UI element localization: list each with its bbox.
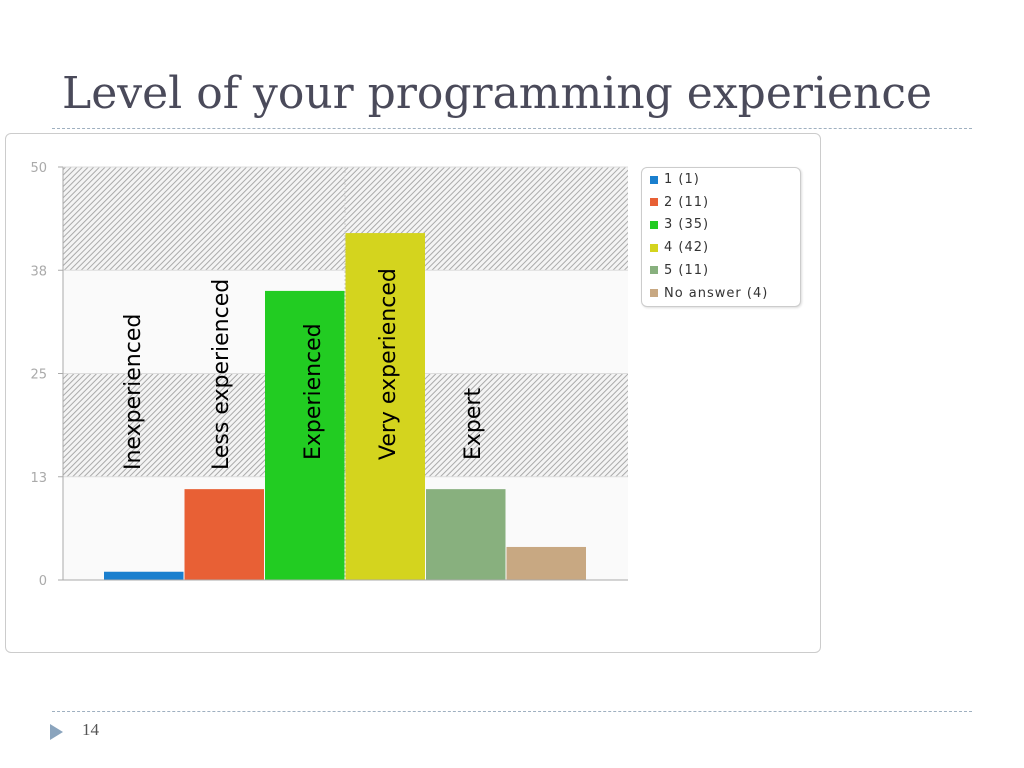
footer-divider <box>52 711 972 712</box>
legend-swatch <box>650 266 658 275</box>
legend-label: No answer (4) <box>664 285 769 301</box>
page-number: 14 <box>82 720 99 739</box>
annotation-label: Less experienced <box>209 279 234 470</box>
annotation-label: Inexperienced <box>121 314 146 470</box>
annotation-label: Very experienced <box>376 268 401 460</box>
bullet-arrow-icon <box>50 724 63 740</box>
legend-swatch <box>650 175 658 184</box>
annotation-label: Experienced <box>301 323 326 460</box>
bar-2 <box>184 489 264 580</box>
y-tick-label: 0 <box>39 574 47 589</box>
legend-label: 4 (42) <box>664 240 710 256</box>
legend-swatch <box>650 220 658 229</box>
y-tick-label: 50 <box>30 161 47 176</box>
legend-label: 1 (1) <box>664 172 700 187</box>
y-tick-label: 25 <box>30 368 47 383</box>
legend-item[interactable]: 1 (1) <box>650 172 700 187</box>
legend-item[interactable]: 4 (42) <box>650 240 709 255</box>
legend-item[interactable]: 3 (35) <box>650 217 709 232</box>
bar-no-answer <box>506 546 586 580</box>
legend-swatch <box>650 198 658 207</box>
annotation-label: Expert <box>461 388 486 460</box>
slide-title: Level of your programming experience <box>62 68 933 119</box>
y-tick-label: 13 <box>30 471 47 486</box>
legend-label: 2 (11) <box>664 194 710 210</box>
bar-1 <box>104 571 184 580</box>
legend-swatch <box>650 289 658 297</box>
legend-item[interactable]: 2 (11) <box>650 195 709 210</box>
y-tick-label: 38 <box>30 264 47 279</box>
chart-legend: 1 (1) 2 (11) 3 (35) 4 (42) 5 (11) No answer (… <box>641 167 801 307</box>
title-divider <box>52 128 972 129</box>
bar-5 <box>426 489 506 580</box>
bar-4 <box>345 233 425 580</box>
legend-label: 5 (11) <box>664 262 710 278</box>
bar-3 <box>265 290 345 580</box>
legend-label: 3 (35) <box>664 217 710 233</box>
legend-swatch <box>650 243 658 252</box>
legend-item[interactable]: 5 (11) <box>650 263 709 278</box>
legend-item[interactable]: No answer (4) <box>650 286 768 301</box>
